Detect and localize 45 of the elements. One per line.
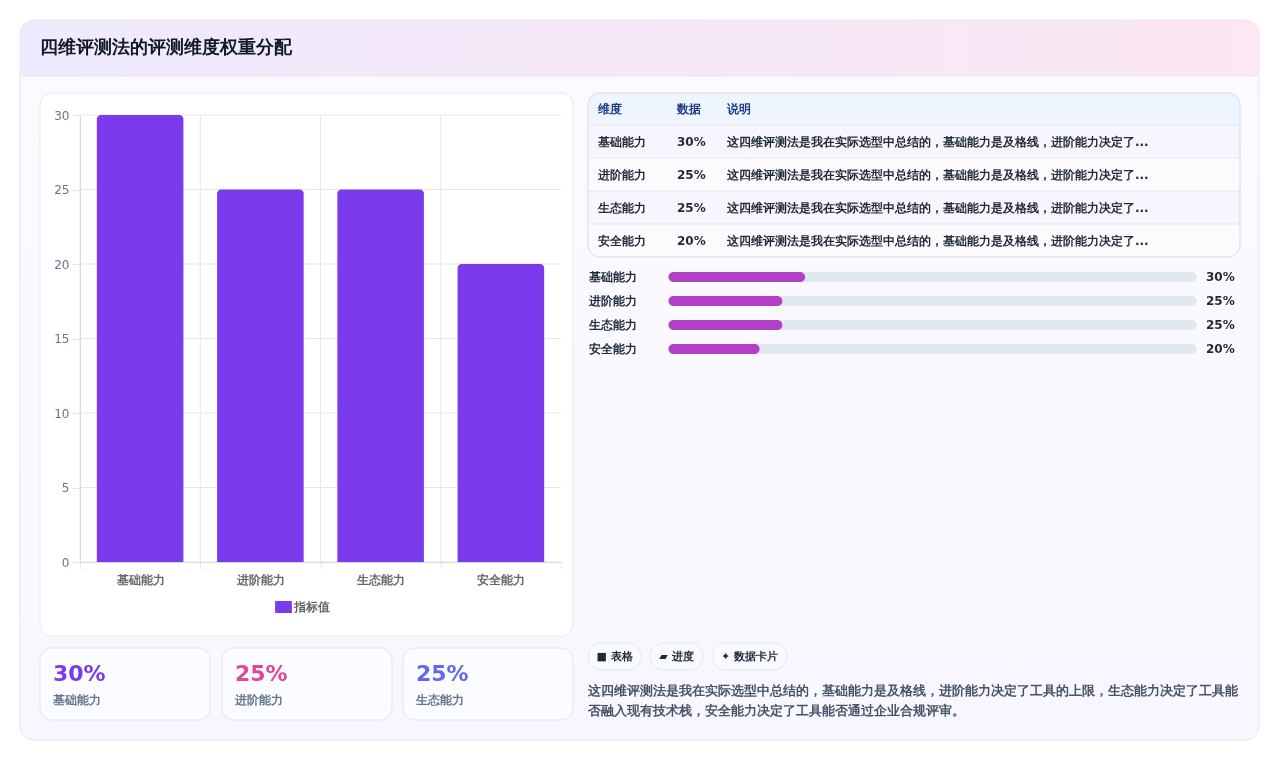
text: 说明	[726, 102, 751, 116]
text: 20%	[677, 233, 706, 248]
text: 这四维评测法是我在实际选型中总结的，基础能力是及格线，进阶能力决定了...	[726, 134, 1149, 149]
category-label: 进阶能力	[234, 693, 283, 707]
y-tick-label: 30	[54, 108, 70, 123]
text: 数据	[676, 102, 701, 116]
bar	[217, 189, 304, 562]
text: 30%	[677, 134, 706, 149]
data-label: 25%	[1206, 318, 1235, 332]
y-tick-label: 10	[54, 406, 70, 421]
text: 维度	[597, 102, 622, 116]
text: ▰ 进度	[659, 649, 694, 663]
text: 25%	[677, 200, 706, 215]
text: 这四维评测法是我在实际选型中总结的，基础能力是及格线，进阶能力决定了...	[726, 233, 1149, 248]
text: 25%	[235, 661, 288, 686]
text: 25%	[416, 661, 469, 686]
text: 30%	[53, 661, 106, 686]
bar	[96, 115, 184, 562]
x-tick-label: 安全能力	[477, 572, 526, 587]
bar	[337, 189, 424, 562]
text: 这四维评测法是我在实际选型中总结的，基础能力是及格线，进阶能力决定了...	[726, 200, 1149, 215]
legend-label: 指标值	[292, 600, 330, 614]
y-tick-label: 安全能力	[588, 342, 637, 356]
y-tick-label: 生态能力	[587, 318, 637, 332]
y-tick-label: 基础能力	[587, 270, 637, 284]
x-tick-label: 基础能力	[115, 572, 165, 587]
text: ✦ 数据卡片	[720, 649, 779, 663]
y-tick-label: 5	[61, 481, 70, 495]
data-label: 25%	[1206, 294, 1235, 308]
x-tick-label: 生态能力	[356, 572, 406, 587]
bar	[457, 264, 545, 562]
y-tick-label: 25	[54, 183, 70, 197]
text: 这四维评测法是我在实际选型中总结的，基础能力是及格线，进阶能力决定了...	[726, 167, 1149, 182]
data-label: 30%	[1206, 270, 1235, 284]
data-label: 20%	[1206, 342, 1235, 356]
text: ■ 表格	[596, 649, 634, 663]
text: 这四维评测法是我在实际选型中总结的，基础能力是及格线，进阶能力决定了工具的上限，生态能力决定了工具能否融入现有技术栈，安全能力决定了工具能否通过企业合规评审。	[587, 683, 1239, 718]
y-tick-label: 进阶能力	[587, 294, 637, 308]
category-label: 生态能力	[415, 693, 464, 707]
y-tick-label: 0	[61, 555, 70, 570]
chart-title: 四维评测法的评测维度权重分配	[40, 36, 293, 57]
text: 25%	[677, 167, 706, 182]
x-tick-label: 进阶能力	[235, 572, 285, 587]
y-tick-label: 15	[54, 332, 70, 346]
y-tick-label: 20	[54, 257, 70, 272]
